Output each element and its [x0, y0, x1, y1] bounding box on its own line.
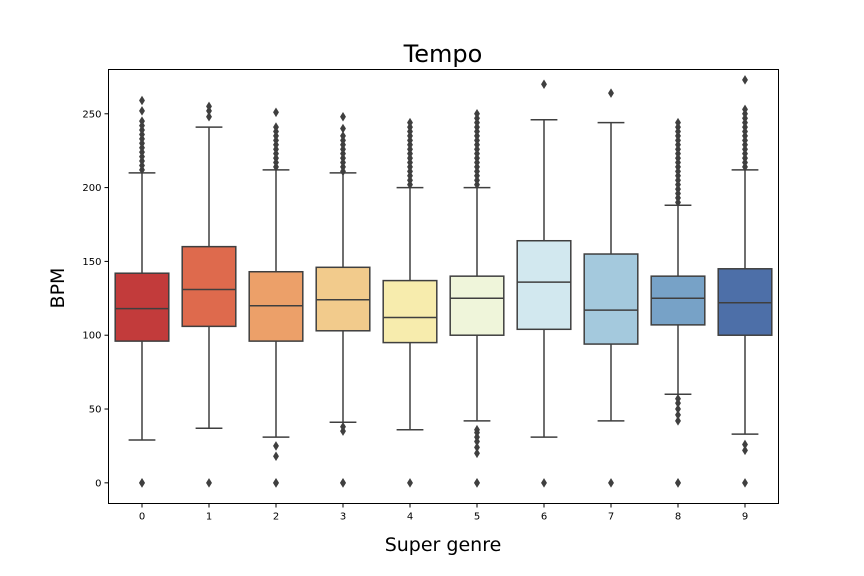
outlier-marker [474, 442, 480, 453]
x-tick-label: 9 [742, 512, 748, 523]
box [516, 239, 572, 331]
outlier-marker [474, 109, 480, 119]
outlier-marker [273, 478, 279, 488]
y-axis-label: BPM [47, 268, 69, 309]
box-group-0 [114, 95, 170, 488]
box-group-6 [516, 79, 572, 488]
outlier-marker [742, 478, 748, 488]
box [114, 272, 170, 342]
outlier-marker [541, 79, 547, 90]
y-axis: 0 50 100 150 200 250 [82, 109, 109, 489]
outlier-marker [206, 478, 212, 488]
outlier-marker [474, 478, 480, 488]
y-tick-label: 0 [95, 478, 101, 489]
box [382, 279, 438, 344]
x-tick-label: 1 [206, 512, 212, 523]
outlier-marker [340, 123, 346, 134]
box-group-9 [717, 75, 773, 488]
y-tick-label: 150 [82, 257, 101, 268]
outlier-marker [742, 104, 748, 115]
outlier-marker [340, 111, 346, 122]
outlier-marker [273, 451, 279, 462]
outlier-marker [340, 131, 346, 141]
outlier-marker [273, 107, 279, 118]
outlier-marker [742, 75, 748, 85]
x-tick-label: 7 [608, 512, 614, 523]
y-tick-label: 100 [82, 331, 101, 342]
x-tick-label: 5 [474, 512, 480, 523]
outlier-marker [675, 404, 681, 414]
outlier-marker [675, 117, 681, 128]
y-tick-label: 50 [89, 405, 102, 416]
outlier-marker [139, 478, 145, 488]
outlier-marker [139, 95, 145, 106]
outlier-marker [675, 393, 681, 404]
outlier-marker [407, 117, 413, 128]
plot-frame [108, 69, 779, 504]
box-group-3 [315, 111, 371, 488]
outlier-marker [675, 478, 681, 488]
box-group-8 [650, 117, 706, 488]
outlier-marker [675, 410, 681, 420]
box-group-4 [382, 117, 438, 488]
box-group-1 [181, 101, 237, 488]
plot-area [114, 75, 773, 488]
box [583, 253, 639, 345]
outlier-marker [608, 88, 614, 98]
outlier-marker [742, 439, 748, 450]
outlier-marker [742, 445, 748, 456]
box [181, 245, 237, 328]
outlier-marker [206, 101, 212, 112]
x-tick-label: 8 [675, 512, 681, 523]
outlier-marker [541, 478, 547, 488]
box-group-7 [583, 88, 639, 488]
x-tick-label: 6 [541, 512, 547, 523]
box [449, 275, 505, 336]
y-tick-label: 250 [82, 109, 101, 120]
x-axis: 0 1 2 3 4 5 6 7 8 9 [139, 503, 748, 523]
y-tick-label: 200 [82, 183, 101, 194]
outlier-marker [407, 478, 413, 488]
box [650, 275, 706, 326]
outlier-marker [608, 478, 614, 488]
outlier-marker [139, 106, 145, 116]
outlier-marker [206, 111, 212, 122]
x-tick-label: 0 [139, 512, 145, 523]
x-tick-label: 3 [340, 512, 346, 523]
outlier-marker [273, 122, 279, 132]
outlier-marker [474, 424, 480, 435]
box-group-5 [449, 109, 505, 488]
chart-title: Tempo [403, 40, 483, 68]
outlier-marker [474, 448, 480, 459]
x-tick-label: 4 [407, 512, 413, 523]
outlier-marker [340, 478, 346, 488]
outlier-marker [340, 421, 346, 432]
box-group-2 [248, 107, 304, 488]
x-tick-label: 2 [273, 512, 279, 523]
x-axis-label: Super genre [385, 534, 502, 556]
outlier-marker [273, 441, 279, 451]
outlier-marker [139, 116, 145, 126]
outlier-marker [675, 416, 681, 426]
